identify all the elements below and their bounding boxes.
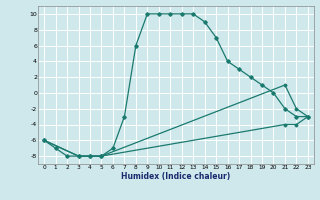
X-axis label: Humidex (Indice chaleur): Humidex (Indice chaleur): [121, 172, 231, 181]
